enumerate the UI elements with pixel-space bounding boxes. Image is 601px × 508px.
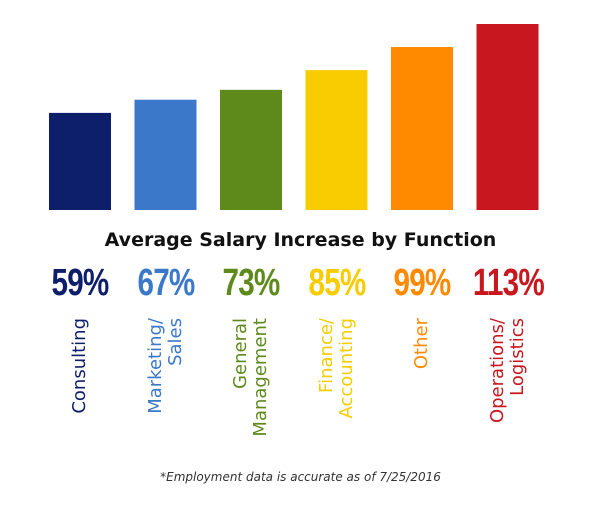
category-label-3: Finance/ Accounting	[315, 318, 357, 419]
footnote: *Employment data is accurate as of 7/25/…	[160, 470, 441, 484]
bar-4	[391, 47, 453, 210]
value-label-0: 59%	[51, 262, 110, 304]
bar-0	[49, 112, 111, 210]
category-label-5: Operations/ Logistics	[486, 318, 528, 424]
bar-1	[134, 99, 197, 210]
bar-5	[476, 24, 539, 210]
category-label-0: Consulting	[69, 318, 90, 414]
category-label-2: General Management	[230, 318, 271, 437]
bar-2	[220, 89, 282, 210]
value-label-4: 99%	[393, 262, 452, 304]
value-label-1: 67%	[137, 262, 195, 304]
value-label-3: 85%	[308, 262, 366, 304]
bar-3	[305, 70, 368, 210]
chart-title: Average Salary Increase by Function	[104, 229, 497, 251]
category-label-1: Marketing/ Sales	[144, 318, 186, 414]
value-label-5: 113%	[472, 262, 544, 304]
category-label-4: Other	[411, 318, 432, 370]
value-label-2: 73%	[222, 262, 281, 304]
